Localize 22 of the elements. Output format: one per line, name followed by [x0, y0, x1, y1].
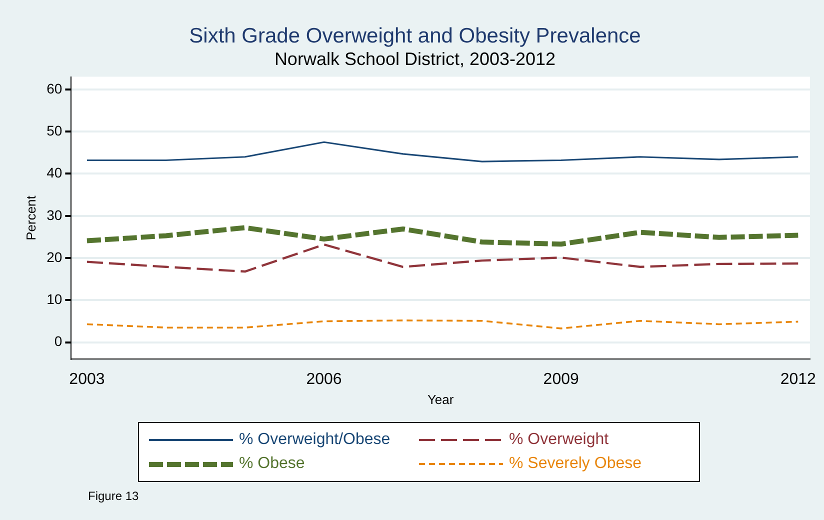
y-axis-title: Percent — [23, 195, 38, 240]
text: % Obese — [239, 455, 305, 473]
y-tick-label: 50 — [46, 122, 62, 138]
x-tick-label: 2003 — [69, 371, 105, 388]
y-tick-label: 30 — [46, 206, 62, 223]
y-tick-label: 40 — [46, 164, 62, 181]
x-tick-label: 2006 — [306, 371, 342, 388]
y-tick-label: 0 — [54, 333, 62, 350]
text: % Overweight/Obese — [239, 431, 390, 449]
text: % Severely Obese — [509, 455, 642, 473]
x-tick-label: 2012 — [780, 371, 816, 388]
line-series — [86, 243, 800, 273]
y-tick-label: 60 — [46, 80, 62, 96]
y-tick-label: 10 — [46, 291, 62, 308]
chart-title: Sixth Grade Overweight and Obesity Prevalence — [189, 24, 641, 48]
caption: Figure 13 — [88, 489, 140, 503]
line-series — [86, 320, 800, 330]
chart-subtitle: Norwalk School District, 2003-2012 — [274, 48, 556, 69]
x-tick-label: 2009 — [543, 371, 579, 388]
x-axis-title: Year — [427, 392, 454, 407]
y-tick-label: 20 — [46, 248, 62, 265]
text: % Overweight — [509, 431, 609, 449]
